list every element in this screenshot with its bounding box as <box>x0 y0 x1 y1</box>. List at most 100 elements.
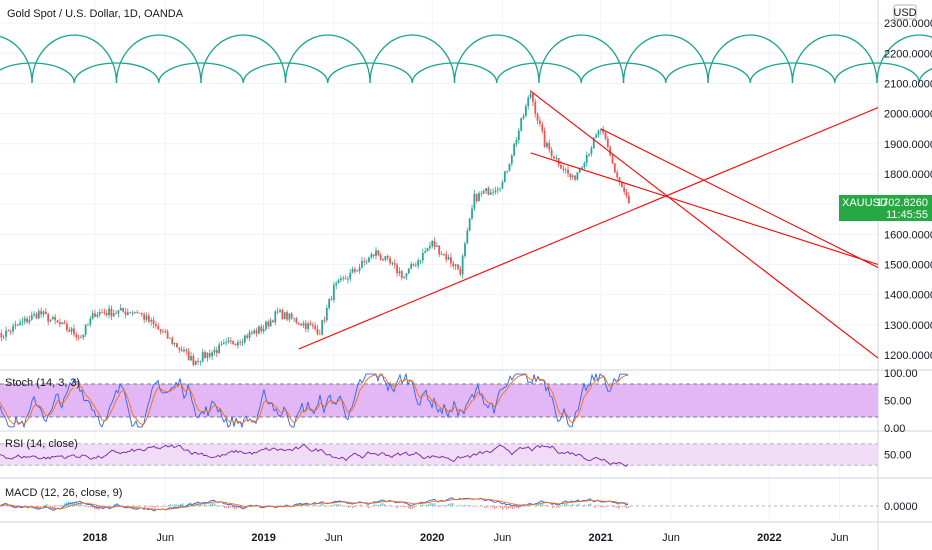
macd-histogram-bar <box>368 506 370 509</box>
candle-body <box>555 157 558 159</box>
macd-histogram-bar <box>70 501 72 506</box>
candle-body <box>222 342 225 344</box>
candle-body <box>595 134 598 138</box>
macd-histogram-bar <box>238 506 240 509</box>
macd-histogram-bar <box>468 504 470 506</box>
candle-body <box>220 343 223 345</box>
macd-histogram-bar <box>412 506 414 509</box>
macd-histogram-bar <box>504 506 506 508</box>
macd-histogram-bar <box>36 506 38 508</box>
macd-histogram-bar <box>50 506 52 508</box>
candle-body <box>260 326 263 332</box>
price-tick-label: 1600.0000 <box>884 229 932 241</box>
candle-body <box>201 352 204 362</box>
candle-body <box>506 170 509 172</box>
macd-histogram-bar <box>40 506 42 508</box>
price-tag-price: 1702.8260 <box>876 197 928 209</box>
macd-histogram-bar <box>160 506 162 507</box>
candle-body <box>269 320 272 327</box>
candle-body <box>382 259 384 261</box>
candle-body <box>499 188 502 190</box>
macd-histogram-bar <box>38 506 40 509</box>
cycle-arc-upper <box>369 34 456 84</box>
macd-histogram-bar <box>170 503 172 506</box>
candle-body <box>454 264 457 267</box>
cycle-arc-lower <box>411 62 498 84</box>
candle-body <box>126 312 129 315</box>
candle-body <box>578 168 581 173</box>
candle-body <box>272 320 274 323</box>
macd-histogram-bar <box>46 504 48 506</box>
candle-body <box>169 337 171 339</box>
candle-body <box>517 130 520 141</box>
currency-badge-box[interactable] <box>893 4 917 20</box>
macd-histogram-bar <box>528 504 530 506</box>
macd-histogram-bar <box>340 504 342 506</box>
stochastic-title: Stoch (14, 3, 3) <box>5 377 80 389</box>
candle-body <box>440 254 443 256</box>
macd-histogram-bar <box>194 503 196 506</box>
trendline <box>298 107 879 350</box>
price-tick-label: 1300.0000 <box>884 320 932 332</box>
macd-histogram-bar <box>336 504 338 506</box>
macd-histogram-bar <box>446 504 448 506</box>
candle-body <box>262 328 265 332</box>
macd-histogram-bar <box>304 504 306 506</box>
macd-histogram-bar <box>454 505 456 506</box>
candle-body <box>372 254 375 256</box>
cycle-arc-upper <box>0 35 33 84</box>
candle-body <box>426 248 429 252</box>
candle-body <box>61 322 64 325</box>
macd-histogram-bar <box>176 504 178 506</box>
macd-histogram-bar <box>410 506 412 510</box>
macd-histogram-bar <box>404 506 406 508</box>
macd-histogram-bar <box>384 504 386 506</box>
candle-body <box>7 330 10 332</box>
cycle-arc-upper <box>707 34 794 84</box>
time-axis[interactable]: 2018 Jun 2019 Jun 2020 Jun 2021 Jun 2022 Jun <box>83 532 849 544</box>
macd-histogram-bar <box>224 506 226 509</box>
currency-badge[interactable]: USD <box>893 7 916 19</box>
candle-body <box>274 311 277 323</box>
macd-histogram-bar <box>328 506 330 507</box>
macd-histogram-bar <box>452 502 454 506</box>
candle-body <box>208 353 211 357</box>
candle-body <box>16 324 19 326</box>
macd-histogram-bar <box>432 503 434 506</box>
candle-body <box>103 312 106 314</box>
candle-body <box>332 285 335 300</box>
candle-body <box>112 313 115 317</box>
candle-body <box>162 331 164 333</box>
candle-body <box>581 167 583 169</box>
candle-body <box>279 309 281 312</box>
cycle-arc-lower <box>73 62 160 84</box>
candle-body <box>531 93 534 102</box>
candle-body <box>47 314 50 322</box>
macd-histogram-bar <box>226 506 228 508</box>
candle-body <box>143 314 146 320</box>
macd-histogram-bar <box>100 506 102 509</box>
time-tick-label: 2021 <box>589 532 613 544</box>
macd-histogram-bar <box>628 506 630 508</box>
candle-body <box>459 268 462 275</box>
macd-histogram-bar <box>154 506 156 509</box>
candle-body <box>386 256 389 259</box>
candle-body <box>37 311 40 319</box>
candle-body <box>87 324 89 326</box>
candle-body <box>599 129 602 131</box>
stoch-k-line <box>0 372 629 429</box>
candle-body <box>89 318 92 325</box>
chart-title: Gold Spot / U.S. Dollar, 1D, OANDA <box>7 8 184 20</box>
candle-body <box>611 155 614 164</box>
macd-histogram-bar <box>34 506 36 508</box>
cycle-arc-lower <box>918 68 932 84</box>
candle-body <box>136 312 139 313</box>
candle-body <box>494 190 497 192</box>
time-tick-label: Jun <box>325 532 343 544</box>
macd-histogram-bar <box>172 504 174 506</box>
candle-body <box>342 278 345 279</box>
time-tick-label: 2018 <box>83 532 107 544</box>
time-tick-label: Jun <box>831 532 849 544</box>
candle-body <box>609 147 612 156</box>
